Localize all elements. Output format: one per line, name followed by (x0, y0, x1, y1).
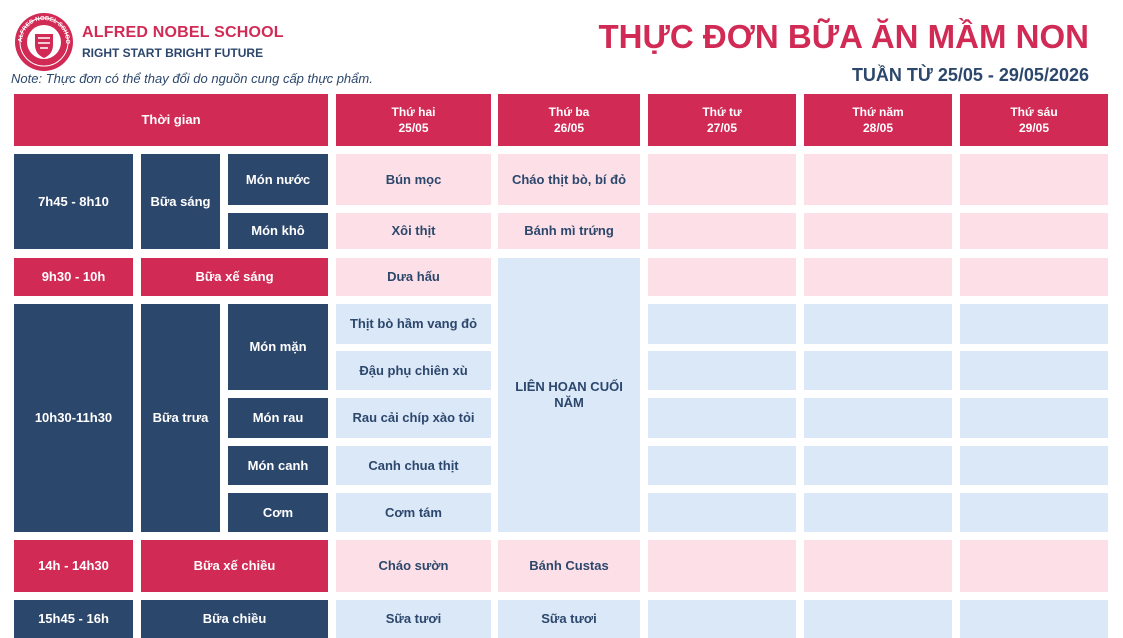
day-name: Thứ sáu (1010, 105, 1058, 119)
menu-cell-empty (960, 351, 1108, 390)
menu-cell-monday-afternoon: Sữa tươi (336, 600, 491, 638)
menu-cell-empty (804, 304, 952, 344)
afternoon-snack-time: 14h - 14h30 (14, 540, 133, 592)
menu-cell-empty (804, 600, 952, 638)
day-header-wednesday: Thứ tư 27/05 (648, 94, 796, 146)
day-name: Thứ tư (702, 105, 742, 119)
menu-cell-empty (960, 493, 1108, 532)
day-name: Thứ năm (852, 105, 904, 119)
day-header-friday: Thứ sáu 29/05 (960, 94, 1108, 146)
menu-cell-empty (804, 446, 952, 485)
menu-note: Note: Thực đơn có thể thay đổi do nguồn … (11, 71, 373, 86)
week-range: TUẦN TỪ 25/05 - 29/05/2026 (851, 65, 1089, 85)
lunch-rice-label: Cơm (228, 493, 328, 532)
menu-cell-empty (648, 213, 796, 249)
afternoon-snack-meal-label: Bữa xế chiều (141, 540, 328, 592)
menu-cell-monday-lunch-veg: Rau cải chíp xào tỏi (336, 398, 491, 438)
menu-cell-empty (648, 540, 796, 592)
menu-cell-monday-breakfast-soup: Bún mọc (336, 154, 491, 205)
menu-cell-empty (648, 446, 796, 485)
lunch-veg-label: Món rau (228, 398, 328, 438)
day-date: 27/05 (706, 121, 738, 135)
menu-cell-empty (804, 398, 952, 438)
menu-cell-empty (804, 540, 952, 592)
page-title: THỰC ĐƠN BỮA ĂN MẦM NON (598, 18, 1089, 55)
menu-cell-empty (648, 398, 796, 438)
breakfast-dry-label: Món khô (228, 213, 328, 249)
menu-cell-empty (804, 351, 952, 390)
menu-cell-empty (960, 213, 1108, 249)
school-logo: ALFRED NOBEL SCHOOL (14, 12, 73, 71)
day-header-tuesday: Thứ ba 26/05 (498, 94, 640, 146)
afternoon-time: 15h45 - 16h (14, 600, 133, 638)
day-header-thursday: Thứ năm 28/05 (804, 94, 952, 146)
lunch-meal-label: Bữa trưa (141, 304, 220, 532)
menu-cell-empty (804, 154, 952, 205)
afternoon-meal-label: Bữa chiều (141, 600, 328, 638)
breakfast-soup-label: Món nước (228, 154, 328, 205)
menu-cell-tuesday-afternoon: Sữa tươi (498, 600, 640, 638)
menu-cell-empty (648, 304, 796, 344)
tuesday-event-cell: LIÊN HOAN CUỐI NĂM (498, 258, 640, 532)
menu-cell-monday-lunch-main-1: Thịt bò hầm vang đỏ (336, 304, 491, 344)
menu-cell-empty (648, 351, 796, 390)
day-header-monday: Thứ hai 25/05 (336, 94, 491, 146)
day-date: 26/05 (553, 121, 585, 135)
menu-cell-empty (804, 258, 952, 296)
menu-cell-empty (960, 154, 1108, 205)
menu-cell-empty (960, 304, 1108, 344)
morning-snack-time: 9h30 - 10h (14, 258, 133, 296)
breakfast-meal-label: Bữa sáng (141, 154, 220, 249)
day-date: 25/05 (398, 121, 429, 135)
menu-cell-monday-afternoon-snack: Cháo sườn (336, 540, 491, 592)
menu-cell-empty (960, 600, 1108, 638)
menu-cell-empty (960, 446, 1108, 485)
school-slogan: RIGHT START BRIGHT FUTURE (82, 46, 264, 60)
menu-cell-empty (648, 154, 796, 205)
day-date: 28/05 (862, 121, 894, 135)
menu-cell-monday-lunch-main-2: Đậu phụ chiên xù (336, 351, 491, 390)
menu-cell-tuesday-afternoon-snack: Bánh Custas (498, 540, 640, 592)
breakfast-time: 7h45 - 8h10 (14, 154, 133, 249)
lunch-time: 10h30-11h30 (14, 304, 133, 532)
menu-cell-empty (804, 213, 952, 249)
menu-cell-tuesday-breakfast-dry: Bánh mì trứng (498, 213, 640, 249)
morning-snack-meal-label: Bữa xế sáng (141, 258, 328, 296)
menu-cell-tuesday-breakfast-soup: Cháo thịt bò, bí đỏ (498, 154, 640, 205)
menu-cell-empty (804, 493, 952, 532)
menu-cell-empty (960, 398, 1108, 438)
school-name: ALFRED NOBEL SCHOOL (82, 24, 284, 41)
menu-cell-monday-lunch-rice: Cơm tám (336, 493, 491, 532)
menu-cell-empty (960, 258, 1108, 296)
menu-cell-monday-breakfast-dry: Xôi thịt (336, 213, 491, 249)
menu-cell-empty (960, 540, 1108, 592)
day-name: Thứ hai (391, 105, 436, 119)
day-name: Thứ ba (548, 105, 590, 119)
menu-cell-empty (648, 600, 796, 638)
time-column-header: Thời gian (14, 94, 328, 146)
day-date: 29/05 (1018, 121, 1050, 135)
lunch-main-label: Món mặn (228, 304, 328, 390)
menu-cell-monday-morning-snack: Dưa hấu (336, 258, 491, 296)
lunch-soup-label: Món canh (228, 446, 328, 485)
menu-cell-monday-lunch-soup: Canh chua thịt (336, 446, 491, 485)
menu-cell-empty (648, 493, 796, 532)
menu-cell-empty (648, 258, 796, 296)
